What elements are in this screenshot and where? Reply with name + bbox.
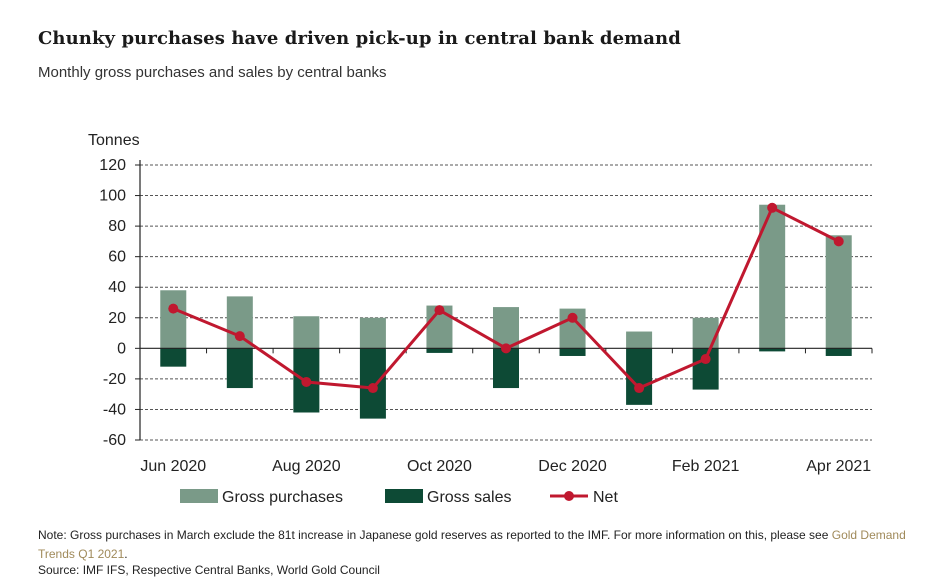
bar-gross-purchases bbox=[692, 317, 719, 349]
legend-swatch-gross-purchases bbox=[180, 489, 218, 503]
x-tick-label: Oct 2020 bbox=[407, 458, 472, 475]
y-tick-label: 60 bbox=[108, 249, 126, 266]
bar-gross-sales bbox=[426, 348, 453, 353]
bar-gross-purchases bbox=[626, 331, 653, 349]
chart-title: Chunky purchases have driven pick-up in … bbox=[38, 28, 681, 49]
bars bbox=[160, 204, 852, 419]
bar-gross-purchases bbox=[359, 317, 386, 349]
y-tick-label: 120 bbox=[99, 157, 126, 174]
net-point bbox=[634, 383, 645, 394]
net-point bbox=[833, 236, 844, 247]
x-tick-label: Apr 2021 bbox=[806, 458, 871, 475]
bar-gross-sales bbox=[226, 348, 253, 389]
bar-gross-purchases bbox=[825, 235, 852, 349]
y-tick-label: -60 bbox=[103, 432, 126, 449]
y-axis-label: Tonnes bbox=[88, 132, 140, 149]
net-point bbox=[301, 376, 312, 387]
net-point bbox=[367, 383, 378, 394]
footnote: Note: Gross purchases in March exclude t… bbox=[38, 526, 918, 564]
net-point bbox=[234, 331, 245, 342]
net-point bbox=[767, 202, 778, 213]
bar-gross-sales bbox=[825, 348, 852, 356]
net-point bbox=[501, 343, 511, 354]
chart: Tonnes 120 100 80 60 40 20 0 -20 -40 -60 Jun 2020… bbox=[88, 132, 873, 506]
y-axis-ticks: 120 100 80 60 40 20 0 -20 -40 -60 bbox=[99, 157, 140, 449]
net-point bbox=[434, 305, 445, 316]
bar-gross-purchases bbox=[293, 316, 320, 349]
y-tick-label: 40 bbox=[108, 279, 126, 296]
y-tick-label: 80 bbox=[108, 218, 126, 235]
x-tick-label: Jun 2020 bbox=[140, 458, 206, 475]
footnote-end: . bbox=[124, 547, 128, 561]
source-text: Source: IMF IFS, Respective Central Bank… bbox=[38, 563, 380, 577]
legend-swatch-gross-sales bbox=[385, 489, 423, 503]
legend-label-net: Net bbox=[593, 489, 618, 506]
y-tick-label: -20 bbox=[103, 371, 126, 388]
y-tick-label: -40 bbox=[103, 401, 126, 418]
y-tick-label: 100 bbox=[99, 188, 126, 205]
x-tick-label: Dec 2020 bbox=[538, 458, 607, 475]
bar-gross-sales bbox=[493, 348, 519, 389]
bar-gross-purchases bbox=[493, 307, 519, 349]
net-point bbox=[567, 312, 578, 323]
footnote-text: Note: Gross purchases in March exclude t… bbox=[38, 528, 832, 542]
x-axis-ticks: Jun 2020 Aug 2020 Oct 2020 Dec 2020 Feb 2021… bbox=[140, 458, 871, 475]
net-point bbox=[168, 303, 179, 314]
bar-gross-sales bbox=[160, 348, 187, 367]
x-tick-label: Aug 2020 bbox=[272, 458, 341, 475]
net-line bbox=[168, 202, 844, 394]
legend-label-gross-purchases: Gross purchases bbox=[222, 489, 343, 506]
bar-gross-purchases bbox=[160, 290, 187, 349]
y-tick-label: 20 bbox=[108, 310, 126, 327]
bar-gross-sales bbox=[759, 348, 786, 352]
legend-label-gross-sales: Gross sales bbox=[427, 489, 511, 506]
legend: Gross purchases Gross sales Net bbox=[180, 489, 618, 506]
x-tick-label: Feb 2021 bbox=[672, 458, 740, 475]
bar-gross-sales bbox=[559, 348, 586, 356]
y-tick-label: 0 bbox=[117, 340, 126, 357]
chart-subtitle: Monthly gross purchases and sales by cen… bbox=[38, 64, 387, 81]
net-point bbox=[700, 354, 711, 365]
legend-marker-net bbox=[564, 491, 574, 501]
bar-gross-sales bbox=[626, 348, 653, 405]
gdt-link[interactable]: Gold Demand Trends Q1 2021 bbox=[38, 528, 906, 561]
